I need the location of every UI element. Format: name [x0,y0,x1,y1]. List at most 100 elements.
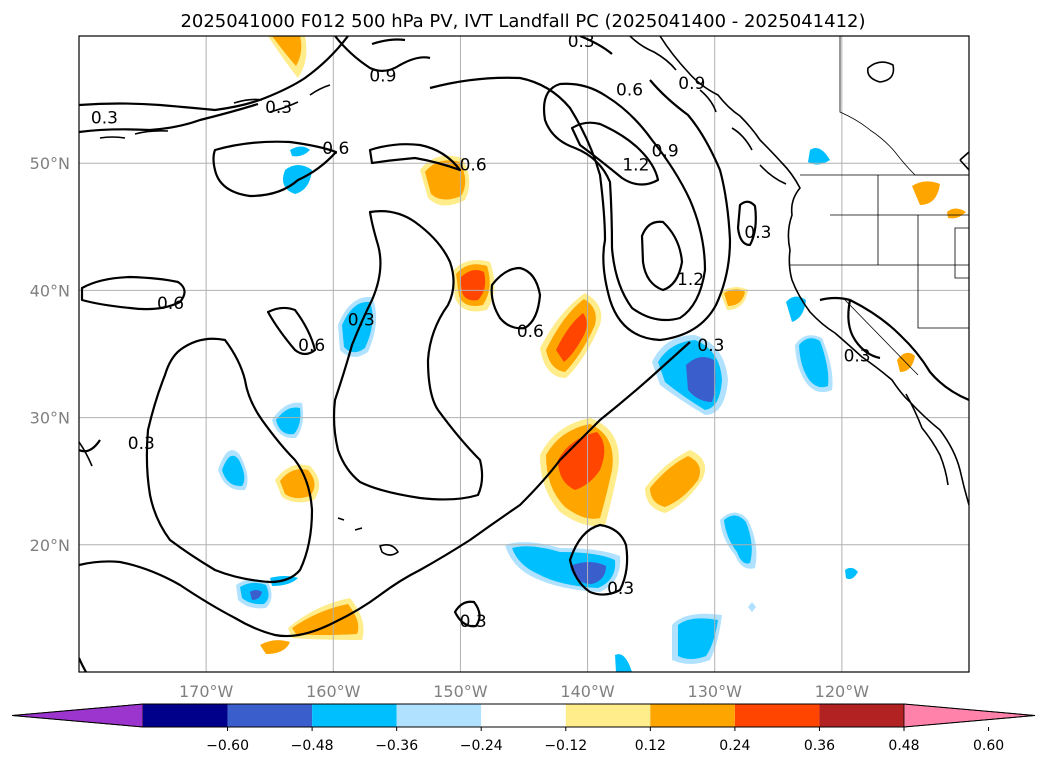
colorbar-tick-label: −0.24 [460,738,503,754]
colorbar-swatch [650,704,735,727]
shade-negative [678,618,718,659]
shade-positive [292,604,359,635]
colorbar-outline [11,703,1036,728]
latitude-label: 20°N [30,536,70,555]
shade-negative [615,654,632,672]
shade-negative-strong [250,590,262,600]
contour-label: 0.3 [91,108,118,128]
contour-label: 0.3 [128,434,155,454]
contour-label: 0.3 [348,311,375,331]
contour-label: 0.3 [607,579,634,599]
contour-line [145,337,314,584]
coastline-segment [629,36,677,71]
colorbar-tick-label: 0.48 [888,738,919,754]
contour-line [640,220,684,292]
shade-positive [912,181,940,205]
coastline-aleutians [99,84,331,139]
shade-positive [425,160,466,200]
pv-contours [79,36,969,672]
shade-positive [947,208,966,219]
shade-negative [808,147,830,165]
map-panel: 0.30.90.30.30.60.60.6 0.90.91.20.31.20.60… [78,32,970,673]
contour-label: 0.3 [744,223,771,243]
coastline-baja [905,393,949,486]
colorbar-tick-label: 0.60 [973,738,1004,754]
longitude-label: 150°W [433,682,488,701]
contour-label: 0.6 [322,139,349,159]
map-background [79,36,969,672]
contour-line [429,76,732,342]
colorbar-extend-high [903,703,1036,728]
contour-line [332,210,484,501]
shade-negative [786,296,806,322]
contour-line [79,341,691,638]
shade-negative-strong [686,356,716,402]
contour-label: 0.6 [517,322,544,342]
contour-line [736,200,757,247]
contour-line [371,38,406,46]
latitude-label: 30°N [30,409,70,428]
colorbar-tick-label: 0.24 [719,738,750,754]
contour-line [212,140,338,198]
map-title: 2025041000 F012 500 hPa PV, IVT Landfall… [180,11,865,32]
shade-positive [650,456,701,507]
contour-label: 1.2 [622,155,649,175]
shade-negative [276,407,301,435]
contour-line [570,121,660,186]
colorbar-swatches [11,703,1036,728]
contour-line [79,102,259,134]
contour-label: 0.6 [616,80,643,100]
shade-positive [280,469,315,499]
map-frame [78,35,970,673]
shade-negative [222,455,245,487]
shade-negative-light [748,602,756,612]
contour-line [579,36,613,55]
contour-line [568,523,629,596]
contour-line [819,296,969,402]
shade-positive-strong [556,313,587,362]
colorbar-swatch [734,704,820,727]
border-states [790,174,969,376]
colorbar-swatch [396,704,482,727]
shade-negative [845,567,858,580]
shade-positive-strong [460,270,486,301]
coastline-segment [79,441,93,467]
contour-line [368,143,462,172]
colorbar-swatch [227,704,313,727]
colorbar-tick-label: 0.12 [635,738,666,754]
colorbar-swatch [143,704,228,727]
colorbar-extend-low [11,703,144,728]
contour-label: 0.9 [678,74,705,94]
colorbar-tick-label: −0.60 [206,738,249,754]
colorbar-tick-label: 0.36 [804,738,835,754]
colorbar-swatch [565,704,651,727]
longitude-label: 140°W [560,682,615,701]
contour-label: 0.6 [298,336,325,356]
contour-line [334,36,431,72]
contour-line [490,266,542,330]
shade-negative [724,515,752,564]
longitude-tick-labels: 170°W 160°W 150°W 140°W 130°W 120°W [179,682,869,701]
longitude-label: 130°W [688,682,743,701]
shading-layer [218,36,966,672]
coastlines [79,36,969,556]
shade-negative [799,338,829,388]
contour-label: 0.3 [460,612,487,632]
latitude-tick-labels: 50°N 40°N 30°N 20°N [30,154,70,555]
contour-label: 1.2 [677,270,704,290]
shade-positive [724,289,745,306]
longitude-label: 160°W [306,682,361,701]
contour-label: 0.3 [265,98,292,118]
colorbar: −0.60 −0.48 −0.36 −0.24 −0.12 0.12 0.24 0.36 0.4… [11,703,1036,754]
contour-label: 0.6 [157,294,184,314]
colorbar-tick-label: −0.12 [544,738,587,754]
contour-line [80,275,186,311]
shade-positive-strong [558,432,605,490]
coastline-islands [699,89,787,185]
border-canada [839,36,969,176]
contour-line [542,82,707,322]
political-borders [790,36,969,376]
contour-line [266,306,317,356]
contour-label: 0.3 [568,32,595,52]
